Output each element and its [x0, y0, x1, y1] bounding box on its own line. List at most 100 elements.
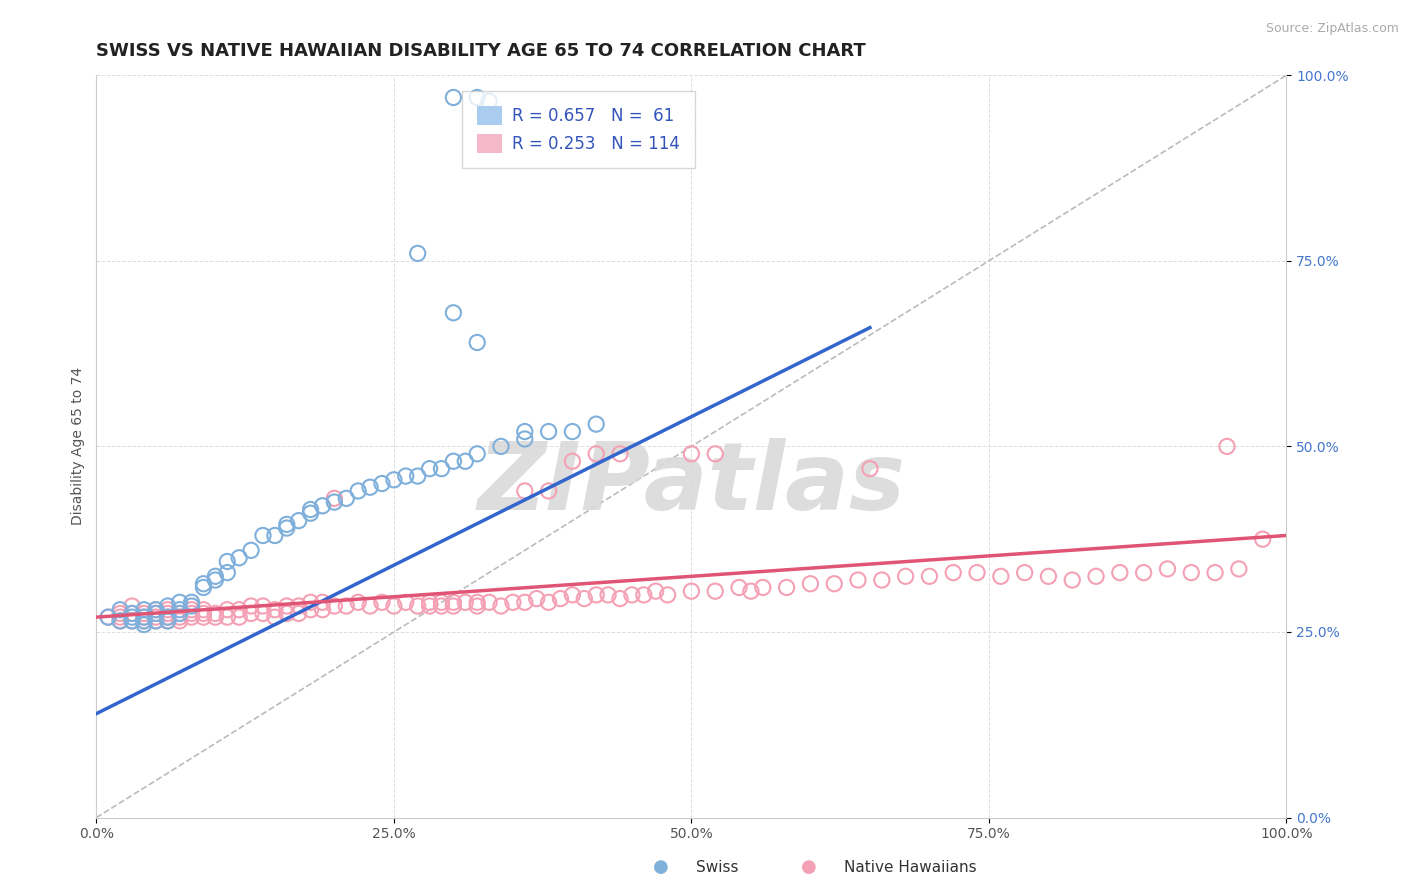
- Point: [204, 569, 226, 583]
- Text: ●: ●: [800, 858, 817, 876]
- Point: [169, 614, 191, 628]
- Point: [441, 595, 464, 609]
- Point: [620, 588, 643, 602]
- Point: [1204, 566, 1226, 580]
- Point: [633, 588, 655, 602]
- Point: [728, 581, 751, 595]
- Point: [430, 599, 453, 613]
- Point: [323, 491, 346, 506]
- Point: [657, 588, 679, 602]
- Point: [430, 461, 453, 475]
- Point: [169, 603, 191, 617]
- Point: [1216, 439, 1239, 453]
- Point: [585, 417, 607, 431]
- Point: [276, 517, 298, 532]
- Point: [121, 610, 143, 624]
- Point: [121, 607, 143, 621]
- Point: [441, 599, 464, 613]
- Point: [537, 595, 560, 609]
- Point: [550, 591, 572, 606]
- Point: [156, 614, 179, 628]
- Point: [193, 607, 215, 621]
- Point: [406, 469, 429, 483]
- Point: [585, 588, 607, 602]
- Point: [276, 521, 298, 535]
- Point: [513, 595, 536, 609]
- Point: [156, 603, 179, 617]
- Point: [145, 610, 167, 624]
- Point: [156, 614, 179, 628]
- Point: [108, 603, 131, 617]
- Point: [276, 607, 298, 621]
- Point: [513, 425, 536, 439]
- Point: [204, 607, 226, 621]
- Point: [681, 447, 703, 461]
- Point: [287, 607, 309, 621]
- Point: [537, 483, 560, 498]
- Point: [359, 599, 381, 613]
- Point: [966, 566, 988, 580]
- Y-axis label: Disability Age 65 to 74: Disability Age 65 to 74: [72, 368, 86, 525]
- Point: [252, 607, 274, 621]
- Point: [145, 614, 167, 628]
- Text: ●: ●: [652, 858, 669, 876]
- Point: [156, 610, 179, 624]
- Point: [193, 610, 215, 624]
- Point: [382, 599, 405, 613]
- Point: [454, 595, 477, 609]
- Point: [419, 461, 441, 475]
- Point: [323, 495, 346, 509]
- Point: [276, 599, 298, 613]
- Point: [145, 603, 167, 617]
- Point: [395, 469, 418, 483]
- Point: [121, 599, 143, 613]
- Point: [704, 584, 727, 599]
- Point: [441, 306, 464, 320]
- Point: [263, 603, 285, 617]
- Point: [311, 595, 333, 609]
- Point: [108, 610, 131, 624]
- Point: [228, 610, 250, 624]
- Point: [609, 447, 631, 461]
- Point: [204, 610, 226, 624]
- Point: [454, 454, 477, 468]
- Point: [193, 581, 215, 595]
- Point: [156, 607, 179, 621]
- Point: [156, 599, 179, 613]
- Point: [478, 94, 501, 108]
- Point: [132, 614, 155, 628]
- Point: [204, 573, 226, 587]
- Point: [894, 569, 917, 583]
- Point: [859, 461, 882, 475]
- Point: [1085, 569, 1108, 583]
- Point: [1156, 562, 1178, 576]
- Point: [465, 90, 488, 104]
- Point: [299, 603, 322, 617]
- Point: [193, 603, 215, 617]
- Point: [823, 576, 845, 591]
- Point: [846, 573, 869, 587]
- Point: [598, 588, 620, 602]
- Point: [132, 614, 155, 628]
- Point: [799, 576, 821, 591]
- Point: [97, 610, 120, 624]
- Point: [1062, 573, 1084, 587]
- Point: [240, 543, 263, 558]
- Point: [193, 576, 215, 591]
- Point: [537, 425, 560, 439]
- Point: [441, 454, 464, 468]
- Point: [180, 599, 202, 613]
- Point: [489, 439, 512, 453]
- Point: [430, 595, 453, 609]
- Point: [465, 599, 488, 613]
- Point: [169, 610, 191, 624]
- Point: [1038, 569, 1060, 583]
- Point: [644, 584, 666, 599]
- Point: [132, 617, 155, 632]
- Point: [252, 528, 274, 542]
- Point: [441, 90, 464, 104]
- Point: [217, 554, 239, 568]
- Point: [335, 491, 357, 506]
- Point: [299, 506, 322, 520]
- Point: [359, 480, 381, 494]
